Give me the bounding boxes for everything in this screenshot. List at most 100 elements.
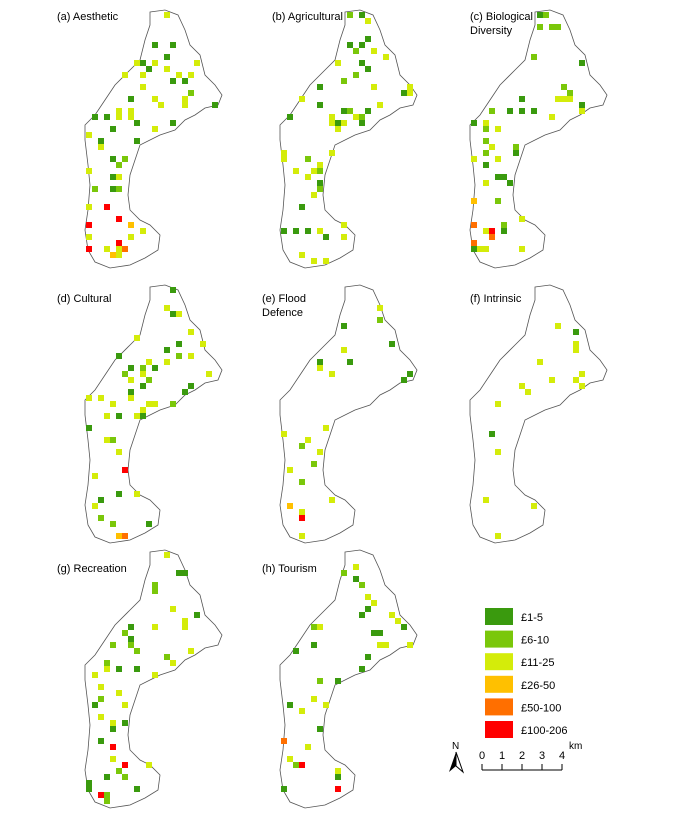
value-cell <box>116 768 122 774</box>
value-cell <box>146 521 152 527</box>
value-cell <box>188 90 194 96</box>
value-cell <box>116 413 122 419</box>
value-cell <box>507 108 513 114</box>
value-cell <box>287 702 293 708</box>
value-cell <box>182 570 188 576</box>
value-cell <box>329 371 335 377</box>
value-cell <box>104 437 110 443</box>
value-cell <box>347 12 353 18</box>
value-cell <box>347 108 353 114</box>
value-cell <box>122 156 128 162</box>
legend-swatch <box>485 653 513 671</box>
value-cell <box>182 102 188 108</box>
map-panel <box>84 284 223 544</box>
value-cell <box>371 630 377 636</box>
value-cell <box>341 120 347 126</box>
value-cell <box>483 162 489 168</box>
value-cell <box>86 132 92 138</box>
value-cell <box>501 174 507 180</box>
value-cell <box>519 383 525 389</box>
value-cell <box>134 648 140 654</box>
value-cell <box>299 509 305 515</box>
value-cell <box>471 222 477 228</box>
map-panel <box>279 284 418 544</box>
value-cell <box>371 84 377 90</box>
value-cell <box>152 96 158 102</box>
value-cell <box>116 666 122 672</box>
value-cell <box>483 228 489 234</box>
value-cell <box>128 395 134 401</box>
value-cell <box>152 582 158 588</box>
value-cell <box>537 12 543 18</box>
value-cell <box>176 353 182 359</box>
value-cell <box>86 204 92 210</box>
value-cell <box>471 198 477 204</box>
value-cell <box>98 395 104 401</box>
map-panel <box>279 9 418 269</box>
value-cell <box>170 42 176 48</box>
value-cell <box>341 108 347 114</box>
value-cell <box>212 102 218 108</box>
value-cell <box>573 347 579 353</box>
value-cell <box>86 222 92 228</box>
value-cell <box>188 329 194 335</box>
value-cell <box>110 744 116 750</box>
value-cell <box>92 473 98 479</box>
value-cell <box>158 102 164 108</box>
value-cell <box>116 491 122 497</box>
value-cell <box>531 54 537 60</box>
panel-title: (c) Biological <box>470 11 533 23</box>
catchment-outline <box>84 549 223 809</box>
value-cell <box>110 437 116 443</box>
value-cell <box>483 246 489 252</box>
value-cell <box>104 246 110 252</box>
value-cell <box>353 72 359 78</box>
value-cell <box>140 365 146 371</box>
value-cell <box>194 60 200 66</box>
value-cell <box>122 774 128 780</box>
value-cell <box>134 786 140 792</box>
value-cell <box>86 234 92 240</box>
value-cell <box>555 323 561 329</box>
value-cell <box>377 102 383 108</box>
value-cell <box>305 228 311 234</box>
value-cell <box>86 168 92 174</box>
map-panel <box>469 284 608 544</box>
value-cell <box>579 102 585 108</box>
value-cell <box>176 72 182 78</box>
value-cell <box>170 120 176 126</box>
value-cell <box>128 108 134 114</box>
north-arrow <box>455 751 465 774</box>
value-cell <box>495 156 501 162</box>
value-cell <box>495 126 501 132</box>
legend-label: £11-25 <box>521 657 554 669</box>
value-cell <box>471 240 477 246</box>
value-cell <box>341 222 347 228</box>
value-cell <box>495 198 501 204</box>
value-cell <box>365 36 371 42</box>
value-cell <box>152 126 158 132</box>
value-cell <box>281 786 287 792</box>
value-cell <box>287 467 293 473</box>
panel-title: Defence <box>262 307 303 319</box>
value-cell <box>401 624 407 630</box>
legend-swatch <box>485 608 513 625</box>
value-cell <box>407 84 413 90</box>
value-cell <box>98 696 104 702</box>
value-cell <box>311 642 317 648</box>
value-cell <box>146 359 152 365</box>
value-cell <box>92 186 98 192</box>
catchment-outline <box>84 9 223 269</box>
value-cell <box>407 642 413 648</box>
catchment-outline <box>469 284 608 544</box>
value-cell <box>383 642 389 648</box>
value-cell <box>188 648 194 654</box>
value-cell <box>311 624 317 630</box>
value-cell <box>140 60 146 66</box>
value-cell <box>407 371 413 377</box>
value-cell <box>140 84 146 90</box>
value-cell <box>86 780 92 786</box>
value-cell <box>164 66 170 72</box>
value-cell <box>365 594 371 600</box>
value-cell <box>531 108 537 114</box>
